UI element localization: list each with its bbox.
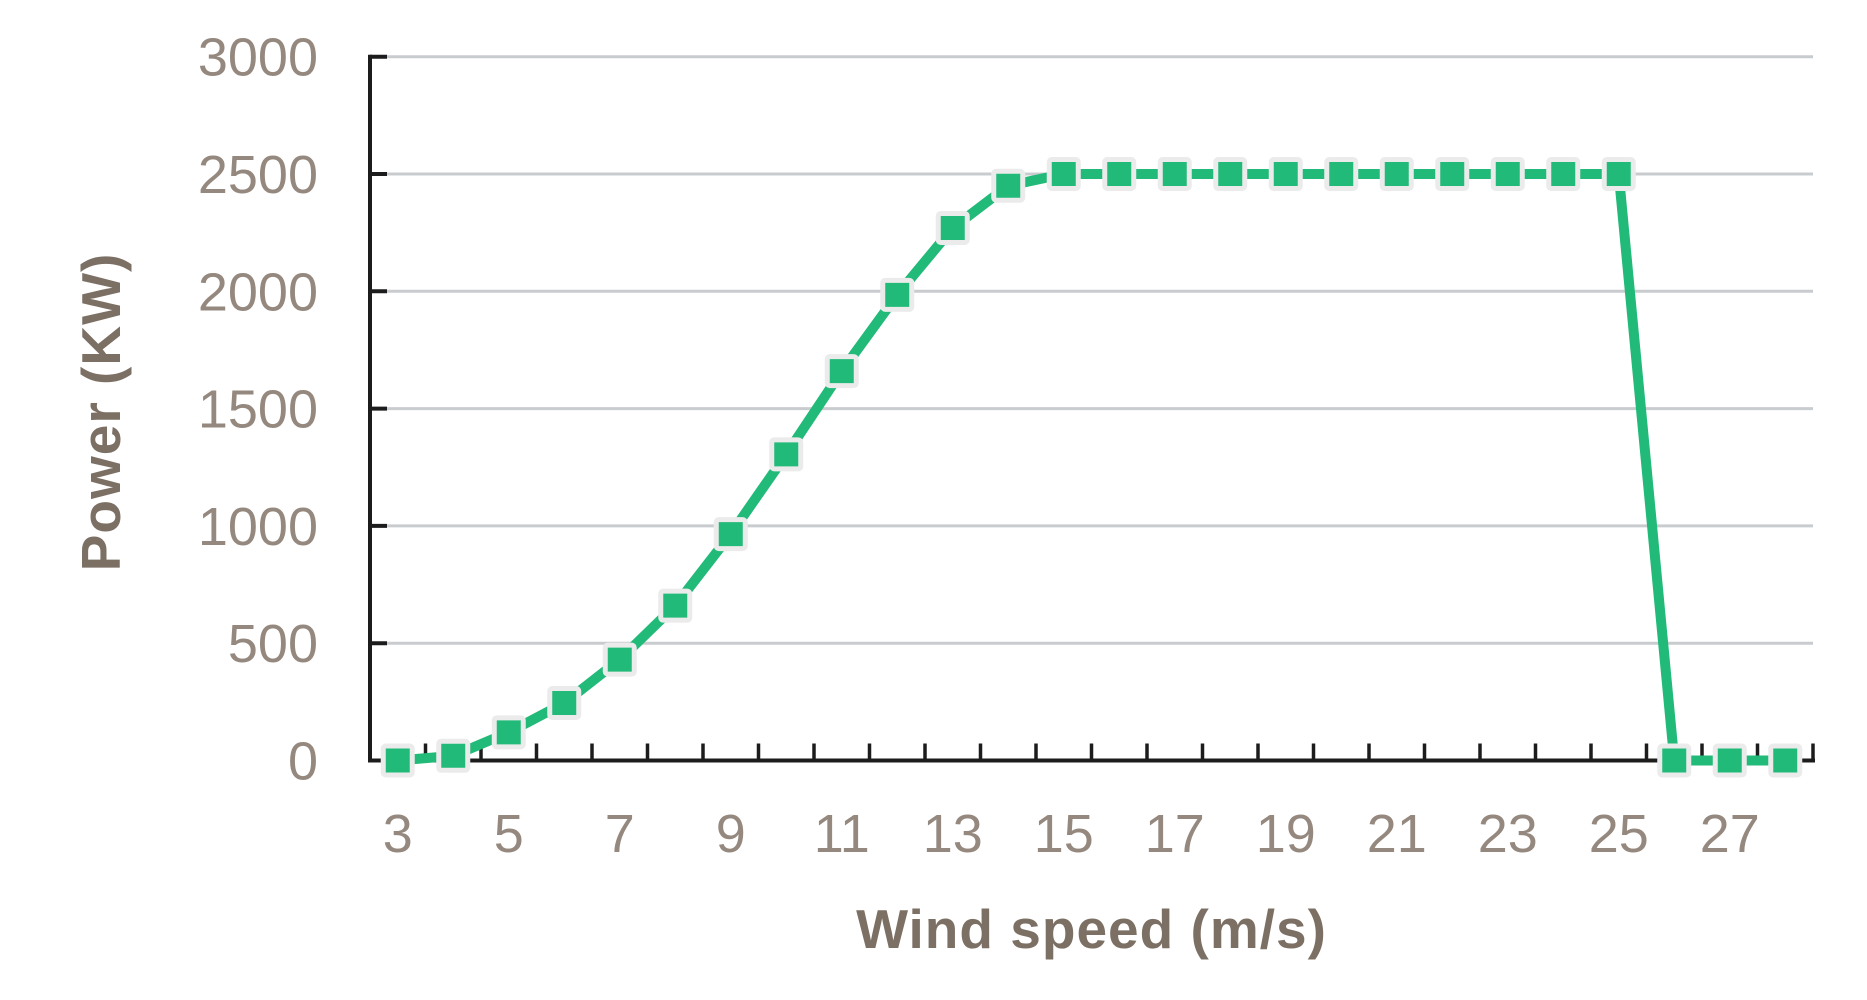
x-tick-label: 7 — [605, 804, 635, 864]
y-tick-label: 3000 — [198, 28, 318, 88]
data-point-marker — [769, 437, 804, 472]
y-tick-label: 1500 — [198, 380, 318, 440]
y-tick-label: 2500 — [198, 145, 318, 205]
data-point-marker — [491, 715, 526, 750]
data-point-marker — [1435, 157, 1470, 191]
x-tick-label: 27 — [1700, 804, 1760, 864]
data-point-marker — [1712, 743, 1747, 778]
data-point-marker — [1213, 157, 1248, 191]
data-point-marker — [436, 738, 471, 773]
y-tick-label: 500 — [228, 614, 318, 674]
data-point-marker — [602, 642, 637, 677]
data-point-marker — [1379, 157, 1414, 191]
data-point-marker — [713, 517, 748, 552]
x-tick-label: 13 — [923, 804, 983, 864]
data-point-marker — [1546, 157, 1581, 191]
data-point-marker — [1601, 157, 1636, 191]
data-point-marker — [1657, 743, 1692, 778]
x-tick-label: 19 — [1256, 804, 1316, 864]
data-point-marker — [547, 686, 582, 721]
data-point-marker — [1324, 157, 1359, 191]
x-tick-label: 11 — [814, 804, 870, 864]
y-tick-label: 0 — [288, 732, 318, 792]
data-point-marker — [991, 168, 1026, 203]
x-tick-label: 5 — [494, 804, 524, 864]
x-axis-title: Wind speed (m/s) — [856, 898, 1327, 960]
x-tick-label: 9 — [716, 804, 746, 864]
y-tick-label: 2000 — [198, 262, 318, 322]
data-point-marker — [1157, 157, 1192, 191]
data-point-marker — [880, 277, 915, 312]
data-point-marker — [380, 743, 415, 778]
data-point-marker — [1046, 157, 1081, 191]
data-point-marker — [658, 588, 693, 623]
y-tick-label: 1000 — [198, 497, 318, 557]
data-point-marker — [1268, 157, 1303, 191]
data-point-marker — [824, 354, 859, 389]
x-tick-label: 23 — [1478, 804, 1538, 864]
y-axis-title: Power (KW) — [70, 252, 132, 572]
data-point-marker — [935, 210, 970, 245]
data-point-marker — [1102, 157, 1137, 191]
x-tick-label: 25 — [1589, 804, 1649, 864]
data-point-marker — [1490, 157, 1525, 191]
x-tick-label: 21 — [1367, 804, 1427, 864]
x-tick-label: 17 — [1145, 804, 1205, 864]
x-tick-label: 15 — [1034, 804, 1094, 864]
data-point-marker — [1768, 743, 1803, 778]
x-tick-label: 3 — [383, 804, 413, 864]
